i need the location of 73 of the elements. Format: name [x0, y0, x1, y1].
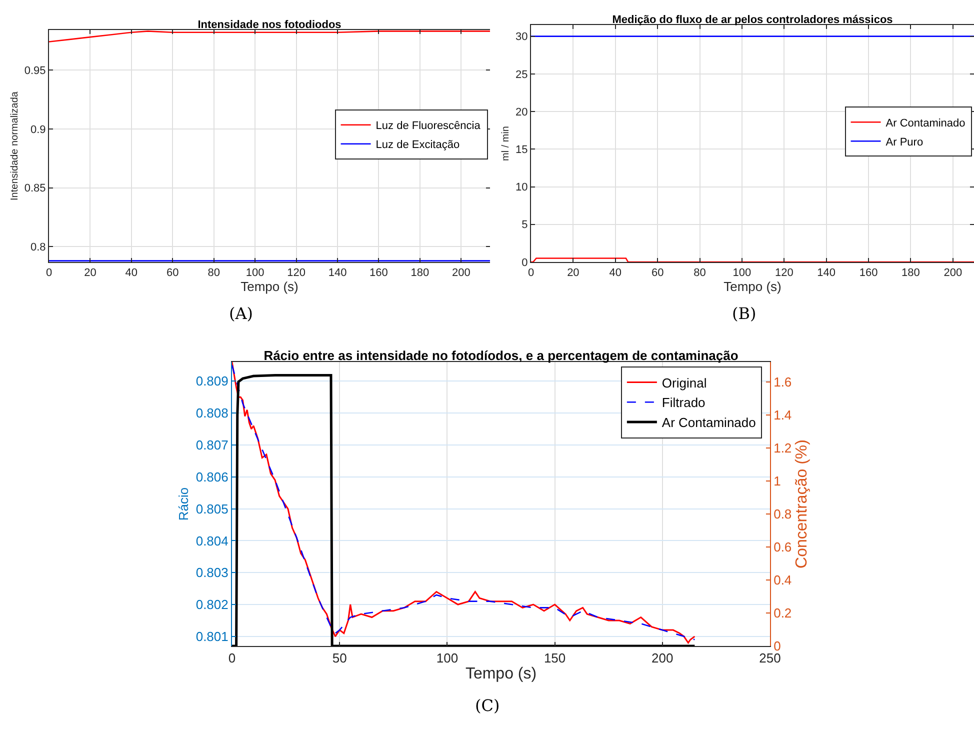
- x-tick-label: 200: [652, 650, 674, 666]
- legend-label: Original: [662, 375, 707, 390]
- x-tick-label: 150: [544, 650, 566, 666]
- legend-label: Ar Puro: [886, 136, 924, 148]
- text: (A): [229, 304, 254, 323]
- y-tick-label: 0.802: [196, 597, 228, 612]
- y2-tick-label: 0.4: [774, 572, 792, 588]
- chart-title: Intensidade nos fotodiodos: [198, 19, 342, 31]
- x-tick-label: 40: [125, 267, 138, 280]
- legend-label: Luz de Excitação: [376, 139, 460, 152]
- y-tick-label: 5: [522, 219, 528, 232]
- y-tick-label: 0.85: [24, 182, 46, 195]
- y-tick-label: 0.8: [30, 242, 46, 254]
- legend-label: Ar Contaminado: [886, 117, 966, 130]
- y-tick-label: 0: [522, 256, 528, 269]
- x-axis-title: Tempo (s): [465, 665, 537, 682]
- y-tick-label: 20: [516, 106, 528, 118]
- y-tick-label: 0.801: [196, 628, 228, 644]
- legend-label: Filtrado: [662, 395, 706, 410]
- y-axis-title: Rácio: [176, 487, 191, 521]
- y2-tick-label: 0.8: [774, 506, 792, 522]
- text: (B): [732, 304, 756, 323]
- x-tick-label: 60: [166, 267, 179, 280]
- x-tick-label: 140: [328, 267, 347, 280]
- x-tick-label: 160: [370, 267, 388, 280]
- x-tick-label: 140: [817, 267, 836, 280]
- x-tick-label: 180: [902, 267, 920, 280]
- y-tick-label: 0.807: [196, 438, 228, 453]
- chart-title: Rácio entre as intensidade no fotodíodos, e a percentagem de contaminação: [264, 348, 738, 363]
- y-tick-label: 0.803: [196, 565, 228, 580]
- y-tick-label: 0.95: [24, 64, 46, 77]
- x-tick-label: 100: [246, 267, 264, 280]
- y-axis-title: Intensidade normalizada: [9, 91, 20, 200]
- y2-axis-title: Concentração (%): [793, 440, 810, 568]
- legend-label: Ar Contaminado: [662, 415, 756, 430]
- y2-tick-label: 1.4: [774, 407, 792, 422]
- x-tick-label: 40: [609, 267, 622, 280]
- x-axis-title: Tempo (s): [240, 279, 298, 294]
- x-tick-label: 200: [944, 267, 962, 280]
- x-tick-label: 120: [774, 267, 794, 280]
- x-tick-label: 80: [208, 267, 220, 280]
- y-tick-label: 10: [516, 182, 528, 194]
- y-tick-label: 30: [516, 31, 528, 44]
- x-tick-label: 60: [651, 267, 664, 280]
- y2-tick-label: 0.2: [774, 606, 792, 621]
- line-series: [49, 30, 490, 42]
- x-tick-label: 160: [859, 267, 878, 280]
- y-tick-label: 0.806: [196, 469, 228, 484]
- x-tick-label: 200: [452, 267, 470, 280]
- chart-title: Medição do fluxo de ar pelos controladores mássicos: [612, 14, 893, 26]
- y-tick-label: 25: [516, 68, 528, 81]
- y-tick-label: 0.805: [196, 501, 228, 516]
- x-tick-label: 20: [567, 267, 580, 280]
- y2-tick-label: 1: [774, 473, 781, 488]
- x-tick-label: 120: [287, 267, 306, 280]
- y-tick-label: 0.808: [196, 406, 228, 421]
- x-tick-label: 50: [332, 650, 347, 666]
- y2-tick-label: 0.6: [774, 539, 792, 554]
- y-tick-label: 0.804: [196, 533, 228, 548]
- y2-tick-label: 1.6: [774, 374, 792, 390]
- x-axis-title: Tempo (s): [724, 279, 782, 294]
- y2-tick-label: 1.2: [774, 440, 792, 456]
- y-axis-title: ml / min: [500, 126, 512, 161]
- y-tick-label: 0.809: [196, 374, 228, 389]
- y-tick-label: 0.9: [30, 124, 46, 136]
- x-tick-label: 100: [732, 267, 752, 280]
- x-tick-label: 180: [410, 267, 430, 280]
- x-tick-label: 100: [436, 650, 458, 666]
- x-tick-label: 80: [694, 267, 706, 280]
- y-tick-label: 15: [516, 144, 528, 156]
- x-tick-label: 20: [84, 267, 96, 280]
- text: (C): [475, 696, 500, 715]
- legend-label: Luz de Fluorescência: [376, 120, 482, 132]
